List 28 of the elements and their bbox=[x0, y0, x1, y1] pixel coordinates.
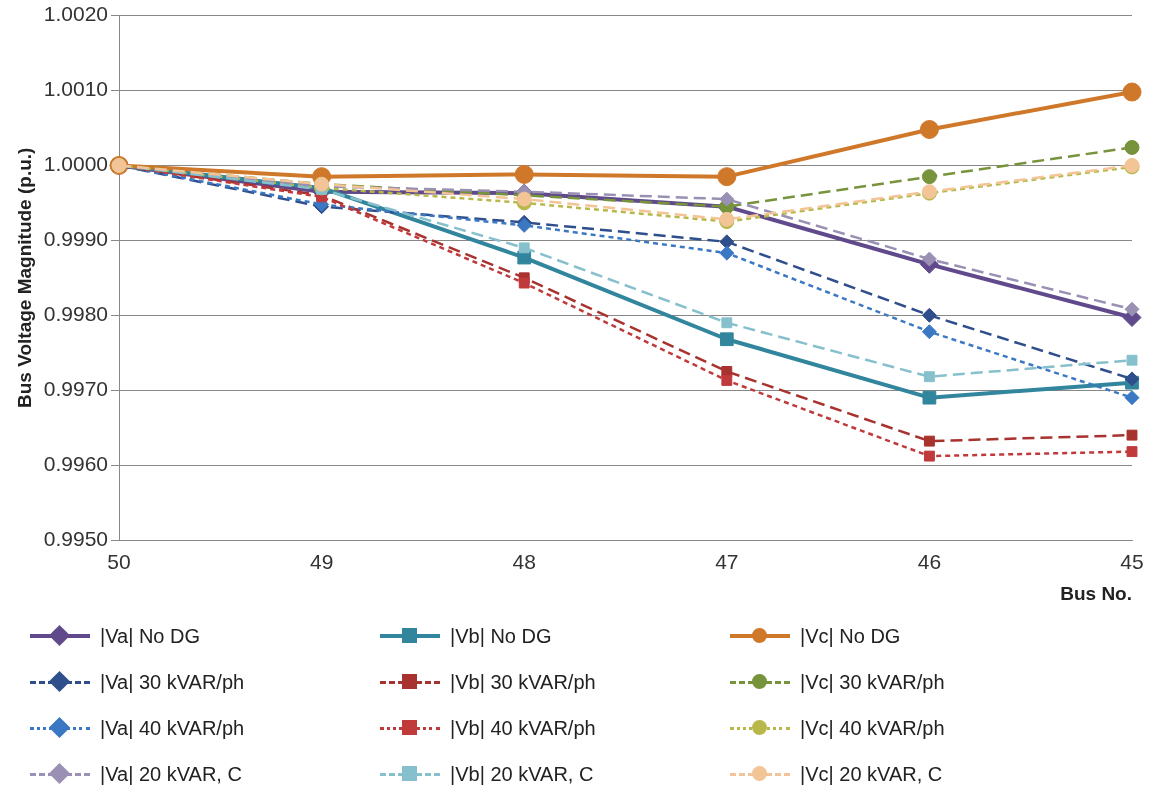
y-tick-label: 0.9990 bbox=[43, 227, 109, 251]
legend-label: |Vc| No DG bbox=[800, 624, 901, 648]
legend-label: |Vb| No DG bbox=[450, 624, 552, 648]
legend-label: |Vb| 40 kVAR/ph bbox=[450, 716, 596, 740]
x-tick-label: 47 bbox=[715, 550, 739, 574]
x-axis-title: Bus No. bbox=[1060, 582, 1132, 604]
legend-label: |Vc| 20 kVAR, C bbox=[800, 762, 943, 786]
y-tick-label: 1.0020 bbox=[43, 2, 109, 26]
x-tick-label: 45 bbox=[1120, 550, 1144, 574]
x-tick-label: 46 bbox=[917, 550, 942, 574]
y-tick-label: 1.0010 bbox=[43, 77, 109, 101]
x-tick-label: 48 bbox=[512, 550, 536, 574]
legend-label: |Va| 20 kVAR, C bbox=[100, 762, 242, 786]
legend-label: |Va| 40 kVAR/ph bbox=[100, 716, 245, 740]
legend-label: |Va| 30 kVAR/ph bbox=[100, 670, 245, 694]
y-axis-title: Bus Voltage Magnitude (p.u.) bbox=[13, 147, 35, 408]
x-tick-label: 49 bbox=[309, 550, 334, 574]
y-tick-label: 1.0000 bbox=[43, 152, 109, 176]
legend-label: |Vb| 20 kVAR, C bbox=[450, 762, 594, 786]
y-tick-label: 0.9970 bbox=[43, 376, 109, 400]
legend-label: |Va| No DG bbox=[100, 624, 201, 648]
legend-label: |Vb| 30 kVAR/ph bbox=[450, 670, 596, 694]
y-tick-label: 0.9980 bbox=[43, 302, 109, 326]
x-tick-label: 50 bbox=[107, 550, 131, 574]
legend-label: |Vc| 30 kVAR/ph bbox=[800, 670, 945, 694]
y-tick-label: 0.9960 bbox=[43, 451, 109, 475]
y-tick-label: 0.9950 bbox=[43, 526, 109, 550]
legend-label: |Vc| 40 kVAR/ph bbox=[800, 716, 945, 740]
